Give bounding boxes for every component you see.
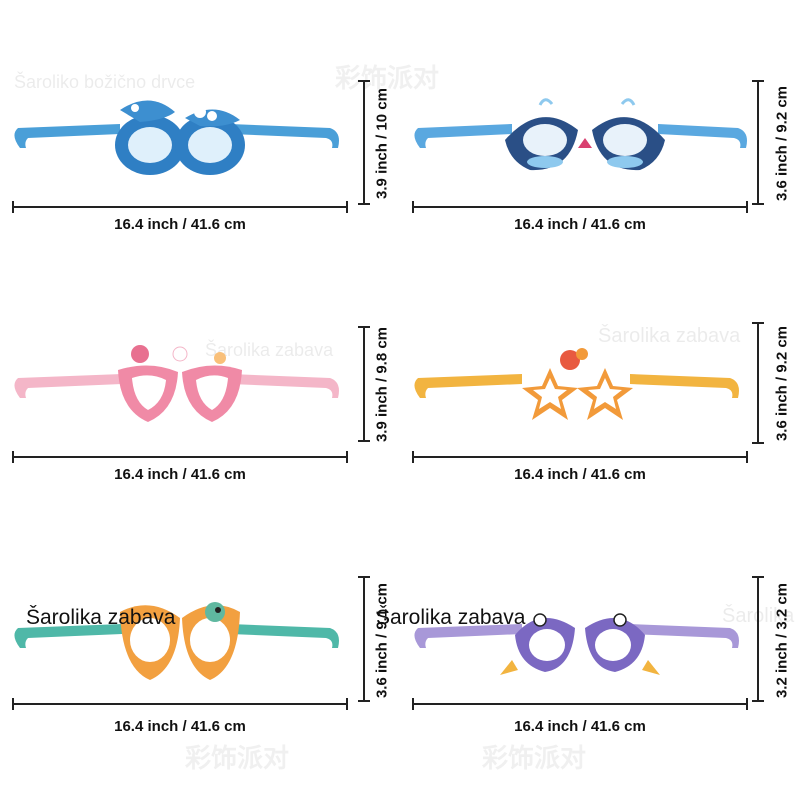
width-label: 16.4 inch / 41.6 cm (114, 216, 246, 233)
width-label: 16.4 inch / 41.6 cm (514, 718, 646, 735)
width-dimension (12, 698, 348, 710)
height-label: 3.6 inch / 9.2 cm (773, 325, 791, 442)
watermark-chinese-bottom-left: 彩饰派对 (185, 743, 290, 773)
height-dimension (752, 576, 764, 702)
width-label: 16.4 inch / 41.6 cm (114, 718, 246, 735)
height-dimension (752, 322, 764, 444)
product-seahorse-glasses: Šarolika zabava 16.4 inch / 41.6 cm 3.6 … (0, 500, 400, 750)
width-dimension (12, 451, 348, 463)
whale-glasses-image (414, 98, 747, 171)
product-starfish-glasses: 16.4 inch / 41.6 cm 3.6 inch / 9.2 cm (400, 250, 800, 500)
crab-glasses-image (414, 613, 739, 675)
product-whale-glasses: 16.4 inch / 41.6 cm 3.6 inch / 9.2 cm (400, 0, 800, 250)
width-dimension (12, 201, 348, 213)
width-dimension (412, 451, 748, 463)
overlay-text-left: Šarolika zabava (26, 606, 176, 629)
overlay-text-right: Šarolika zabava (376, 606, 526, 629)
product-shell-glasses: 16.4 inch / 41.6 cm 3.9 inch / 9.8 cm (0, 250, 400, 500)
watermark-mid-center: Šarolika zabava (205, 340, 334, 360)
watermark-chinese-top: 彩饰派对 (335, 63, 440, 93)
dolphin-glasses-image (14, 100, 339, 175)
product-crab-glasses: Šarolika zabava 16.4 inch / 41.6 cm 3.2 … (376, 500, 800, 750)
height-label: 3.9 inch / 10 cm (373, 88, 391, 199)
watermark-chinese-bottom-right: 彩饰派对 (482, 743, 587, 773)
width-label: 16.4 inch / 41.6 cm (514, 216, 646, 233)
width-label: 16.4 inch / 41.6 cm (114, 466, 246, 483)
product-dolphin-glasses: 16.4 inch / 41.6 cm 3.9 inch / 10 cm (0, 0, 400, 250)
height-dimension (358, 80, 370, 205)
height-label: 3.2 inch / 3.2 cm (773, 582, 791, 699)
height-label: 3.6 inch / 9.2 cm (773, 85, 791, 202)
height-dimension (358, 326, 370, 442)
height-label: 3.9 inch / 9.8 cm (373, 326, 391, 443)
height-dimension (358, 576, 370, 702)
height-label: 3.6 inch / 9.1 cm (373, 582, 391, 699)
width-label: 16.4 inch / 41.6 cm (514, 466, 646, 483)
seahorse-glasses-image (14, 602, 339, 680)
starfish-glasses-image (414, 348, 739, 420)
height-dimension (752, 80, 764, 205)
watermark-mid-right: Šarolika zabava (598, 325, 741, 347)
width-dimension (412, 201, 748, 213)
shell-glasses-image (14, 345, 339, 422)
watermark-top-left: Šaroliko božično drvce (14, 72, 196, 92)
width-dimension (412, 698, 748, 710)
